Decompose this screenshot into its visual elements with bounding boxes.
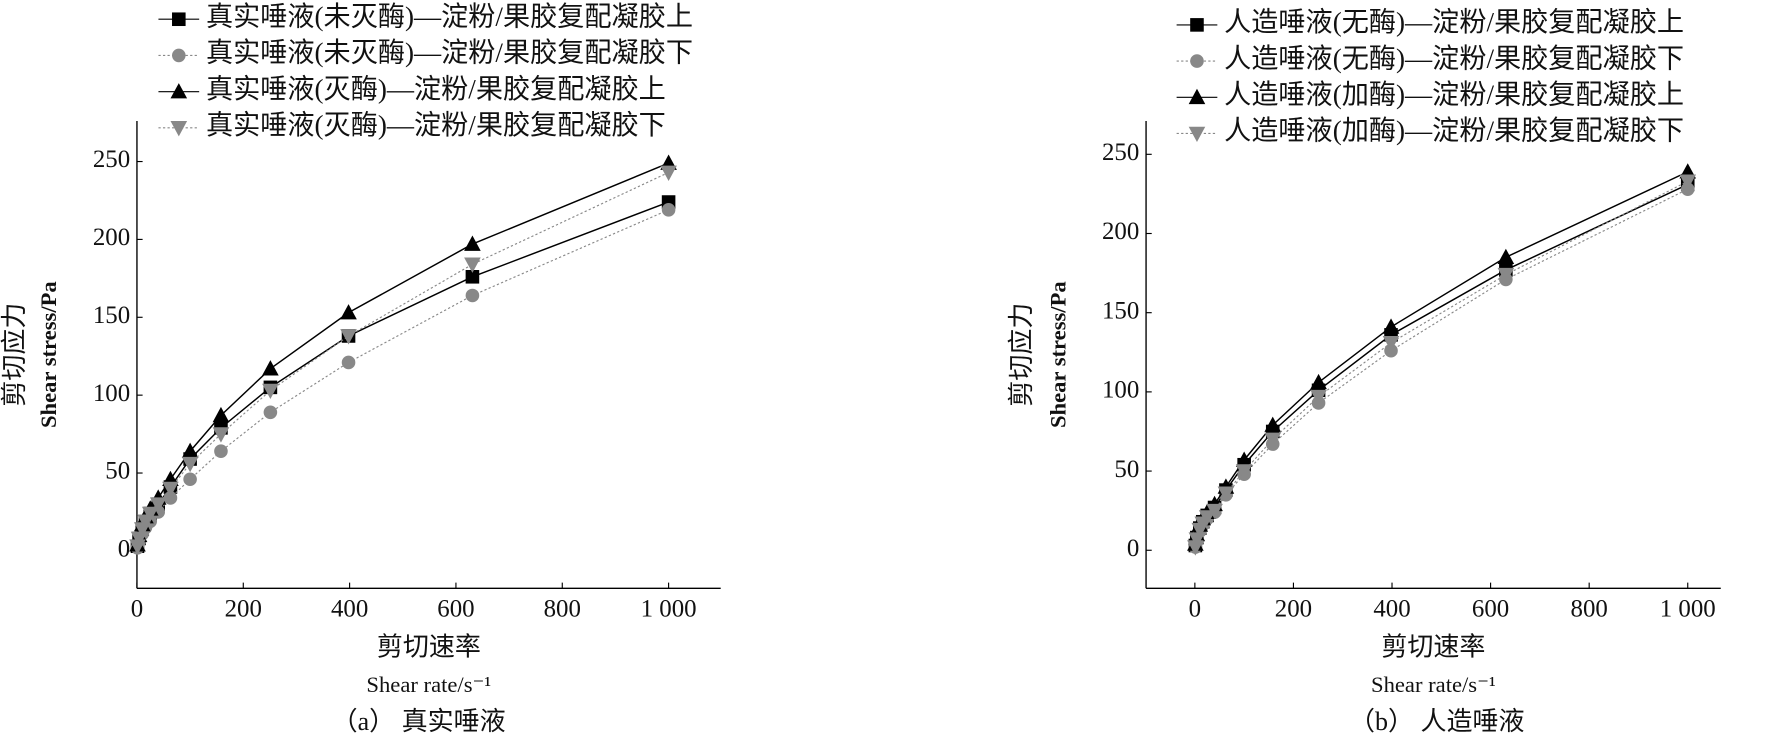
legend-marker — [1188, 88, 1206, 105]
legend-label: 人造唾液(加酶)—淀粉/果胶复配凝胶上 — [1224, 80, 1684, 110]
series-line — [136, 201, 669, 547]
legend-label: 真实唾液(未灭酶)—淀粉/果胶复配凝胶下 — [206, 38, 693, 68]
series-line — [1194, 183, 1689, 546]
data-point — [212, 406, 230, 423]
x-tick-label: 1 000 — [1660, 596, 1716, 623]
data-point — [262, 383, 279, 400]
y-tick-label: 50 — [1114, 456, 1139, 483]
data-point — [464, 235, 481, 251]
data-point — [1310, 389, 1327, 406]
legend-label: 人造唾液(无酶)—淀粉/果胶复配凝胶上 — [1224, 7, 1684, 37]
x-tick-label: 1 000 — [641, 596, 697, 623]
data-point — [1235, 464, 1253, 480]
series-line — [1194, 171, 1689, 545]
data-point — [212, 427, 230, 443]
y-tick-label: 200 — [1102, 218, 1139, 245]
data-point — [660, 165, 677, 181]
data-point — [1264, 416, 1282, 432]
data-point — [214, 444, 228, 459]
y-tick-label: 50 — [105, 458, 130, 485]
x-tick-label: 0 — [131, 596, 143, 623]
legend-marker — [170, 83, 188, 99]
data-point — [1264, 432, 1282, 448]
legend-label: 真实唾液(灭酶)—淀粉/果胶复配凝胶上 — [206, 74, 666, 104]
x-tick-label: 0 — [1189, 596, 1201, 623]
x-axis-label: 剪切速率 — [377, 632, 481, 661]
data-point — [1497, 248, 1515, 265]
data-point — [340, 304, 357, 320]
x-tick-label: 600 — [1472, 596, 1509, 623]
data-point — [341, 355, 356, 370]
data-point — [1198, 510, 1216, 526]
y-axis-label-en: Shear stress/Pa — [1045, 281, 1070, 428]
y-tick-label: 200 — [93, 224, 130, 251]
x-tick-label: 400 — [1373, 596, 1410, 623]
x-tick-label: 200 — [1275, 596, 1312, 623]
legend-marker — [172, 48, 186, 63]
y-tick-label: 250 — [1102, 139, 1139, 166]
data-point — [141, 506, 159, 523]
y-tick-label: 150 — [93, 302, 130, 329]
legend-label: 人造唾液(无酶)—淀粉/果胶复配凝胶下 — [1224, 43, 1684, 73]
x-axis-label-en: Shear rate/s⁻¹ — [366, 672, 491, 697]
y-tick-label: 250 — [93, 146, 130, 173]
x-tick-label: 400 — [331, 596, 368, 623]
caption: （b） 人造唾液 — [1349, 707, 1525, 736]
x-tick-label: 200 — [225, 596, 262, 623]
caption: （a） 真实唾液 — [332, 707, 506, 736]
series-line — [1194, 188, 1688, 548]
series-line — [136, 209, 669, 548]
x-tick-label: 800 — [544, 596, 581, 623]
data-point — [183, 472, 197, 487]
legend-label: 人造唾液(加酶)—淀粉/果胶复配凝胶下 — [1224, 116, 1684, 146]
legend-marker — [172, 12, 186, 27]
data-point — [181, 456, 199, 473]
y-tick-label: 0 — [1127, 535, 1139, 562]
data-point — [464, 257, 481, 273]
legend-marker — [1190, 18, 1204, 32]
legend-label: 真实唾液(未灭酶)—淀粉/果胶复配凝胶上 — [206, 1, 693, 31]
legend-marker — [1190, 54, 1204, 68]
legend-label: 真实唾液(灭酶)—淀粉/果胶复配凝胶下 — [206, 110, 666, 140]
data-point — [465, 288, 480, 303]
data-point — [262, 360, 279, 376]
data-point — [1217, 486, 1235, 502]
data-point — [149, 497, 167, 513]
data-point — [1206, 503, 1223, 520]
legend-marker — [1188, 126, 1206, 143]
data-point — [1497, 267, 1515, 284]
y-axis-label-en: Shear stress/Pa — [36, 281, 61, 428]
data-point — [1382, 335, 1400, 352]
x-tick-label: 800 — [1571, 596, 1608, 623]
data-point — [1382, 318, 1400, 334]
y-tick-label: 0 — [118, 536, 130, 563]
series-line — [136, 162, 669, 545]
y-tick-label: 150 — [1102, 297, 1139, 324]
x-axis-label: 剪切速率 — [1381, 632, 1485, 661]
y-axis-label: 剪切应力 — [0, 303, 29, 407]
data-point — [263, 405, 278, 420]
data-point — [340, 329, 357, 345]
data-point — [661, 203, 676, 217]
data-point — [162, 481, 179, 498]
legend-marker — [170, 121, 188, 137]
x-tick-label: 600 — [437, 596, 474, 623]
y-tick-label: 100 — [93, 380, 130, 407]
data-point — [1679, 174, 1697, 190]
x-axis-label-en: Shear rate/s⁻¹ — [1371, 672, 1496, 697]
series-line — [1194, 180, 1689, 548]
series-line — [136, 171, 669, 547]
data-point — [1310, 373, 1327, 390]
y-tick-label: 100 — [1102, 377, 1139, 404]
y-axis-label: 剪切应力 — [1007, 303, 1036, 407]
